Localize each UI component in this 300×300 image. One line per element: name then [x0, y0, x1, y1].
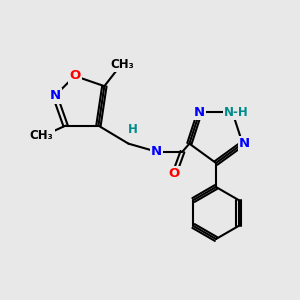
Text: H: H [128, 123, 137, 136]
Text: N: N [50, 89, 61, 102]
Text: N: N [239, 137, 250, 150]
Text: CH₃: CH₃ [30, 129, 53, 142]
Text: CH₃: CH₃ [110, 58, 134, 70]
Text: N: N [151, 145, 162, 158]
Text: O: O [169, 167, 180, 180]
Text: O: O [69, 70, 80, 83]
Text: N-H: N-H [224, 106, 249, 119]
Text: N: N [194, 106, 205, 119]
